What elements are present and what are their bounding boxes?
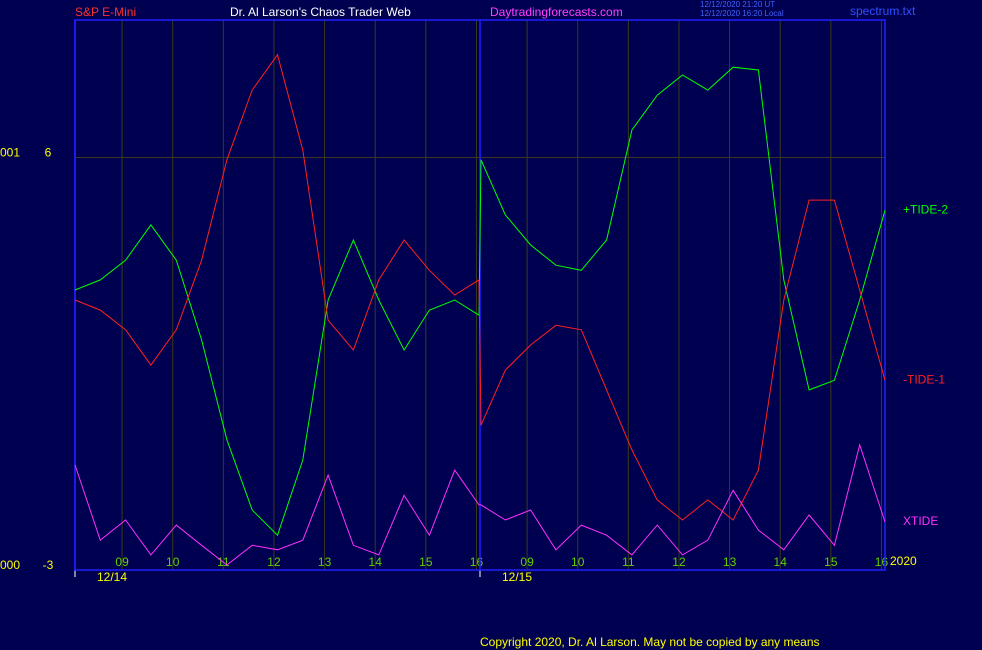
x-tick-label: 16 [470, 555, 484, 569]
x-tick-label: 15 [824, 555, 838, 569]
x-tick-label: 14 [774, 555, 788, 569]
timestamp: 12/12/2020 16:20 Local [700, 9, 784, 18]
file-name: spectrum.txt [850, 4, 916, 18]
series-line [74, 66, 886, 537]
legend-label: -TIDE-1 [903, 372, 945, 386]
url: Daytradingforecasts.com [490, 5, 623, 19]
x-tick-label: 16 [875, 555, 889, 569]
legend-label: +TIDE-2 [903, 202, 948, 216]
x-tick-label: 10 [166, 555, 180, 569]
y-tick-code: 001 [0, 146, 20, 160]
x-tick-label: 12 [672, 555, 686, 569]
y-tick-label: 6 [45, 146, 52, 160]
date-label: 12/14 [97, 570, 127, 584]
x-tick-label: 13 [318, 555, 332, 569]
copyright: Copyright 2020, Dr. Al Larson. May not b… [480, 635, 820, 649]
symbol: S&P E-Mini [75, 5, 136, 19]
y-tick-code: 000 [0, 558, 20, 572]
year: 2020 [890, 554, 917, 568]
y-tick-label: -3 [43, 558, 54, 572]
x-tick-label: 10 [571, 555, 585, 569]
x-tick-label: 09 [115, 555, 129, 569]
series-line [74, 53, 886, 521]
series-line [74, 443, 886, 566]
x-tick-label: 15 [419, 555, 433, 569]
x-tick-label: 09 [520, 555, 534, 569]
x-tick-label: 11 [622, 555, 635, 569]
date-label: 12/15 [502, 570, 532, 584]
timestamp: 12/12/2020 21:20 UT [700, 0, 775, 9]
legend-label: XTIDE [903, 514, 938, 528]
x-tick-label: 12 [267, 555, 281, 569]
site-title: Dr. Al Larson's Chaos Trader Web [230, 5, 411, 19]
x-tick-label: 13 [723, 555, 737, 569]
plot-border [74, 19, 886, 571]
x-tick-label: 14 [369, 555, 383, 569]
